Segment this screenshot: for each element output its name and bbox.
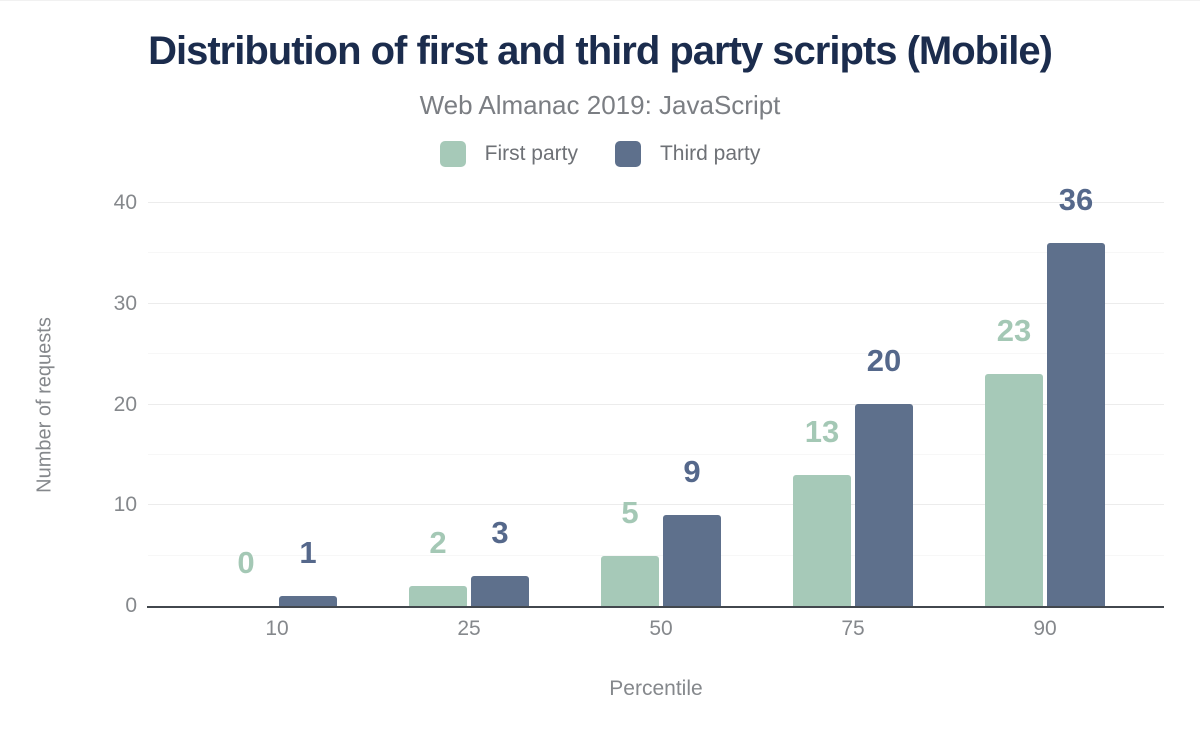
x-tick-label: 90 <box>1033 617 1057 640</box>
bar-value-label-first-party-p50: 5 <box>621 495 639 530</box>
minor-gridline <box>148 353 1164 355</box>
bar-value-label-first-party-p25: 2 <box>429 525 447 560</box>
legend-label-third-party: Third party <box>659 142 761 165</box>
bar-first-party-p75[interactable] <box>793 475 851 606</box>
bar-value-label-third-party-p25: 3 <box>491 515 509 550</box>
bar-value-label-first-party-p90: 23 <box>996 313 1032 348</box>
x-axis-line <box>147 606 1164 608</box>
bar-first-party-p25[interactable] <box>409 586 467 606</box>
bar-value-label-third-party-p10: 1 <box>299 535 317 570</box>
bar-third-party-p50[interactable] <box>663 515 721 606</box>
legend-item-third-party[interactable]: Third party <box>614 141 761 167</box>
y-tick-label: 10 <box>113 493 137 517</box>
x-tick-label: 50 <box>649 617 673 640</box>
y-tick-label: 40 <box>113 191 137 214</box>
x-tick-label: 10 <box>265 617 289 640</box>
y-tick-label: 0 <box>125 594 137 617</box>
minor-gridline <box>148 554 1164 556</box>
bar-value-label-first-party-p75: 13 <box>804 414 840 449</box>
legend: First party Third party <box>0 141 1200 167</box>
bar-value-label-third-party-p50: 9 <box>683 454 701 489</box>
third-party-swatch-icon <box>614 141 641 167</box>
minor-gridline <box>148 252 1164 254</box>
x-axis-title: Percentile <box>609 677 703 700</box>
major-gridline <box>148 202 1164 203</box>
chart-subtitle: Web Almanac 2019: JavaScript <box>419 90 781 120</box>
bar-value-label-first-party-p10: 0 <box>237 545 255 580</box>
major-gridline <box>148 302 1164 304</box>
legend-item-first-party[interactable]: First party <box>439 141 578 167</box>
bar-first-party-p50[interactable] <box>601 556 659 606</box>
major-gridline <box>148 403 1164 405</box>
minor-gridline <box>148 453 1164 455</box>
first-party-swatch-icon <box>439 141 466 167</box>
y-tick-label: 30 <box>113 291 137 315</box>
x-tick-label: 25 <box>457 617 481 640</box>
bar-value-label-third-party-p75: 20 <box>866 343 902 378</box>
major-gridline <box>148 504 1164 506</box>
x-tick-label: 75 <box>841 617 865 640</box>
bar-third-party-p75[interactable] <box>855 404 913 606</box>
bar-value-label-third-party-p90: 36 <box>1058 182 1094 217</box>
legend-label-first-party: First party <box>484 142 578 165</box>
y-tick-label: 20 <box>113 392 137 416</box>
bar-third-party-p25[interactable] <box>471 576 529 606</box>
bar-third-party-p90[interactable] <box>1047 243 1105 606</box>
bar-first-party-p90[interactable] <box>985 374 1043 606</box>
bar-third-party-p10[interactable] <box>279 596 337 606</box>
plot-area: 0 1 2 3 5 9 13 20 23 36 <box>147 184 1164 608</box>
chart-title: Distribution of first and third party sc… <box>148 29 1053 73</box>
